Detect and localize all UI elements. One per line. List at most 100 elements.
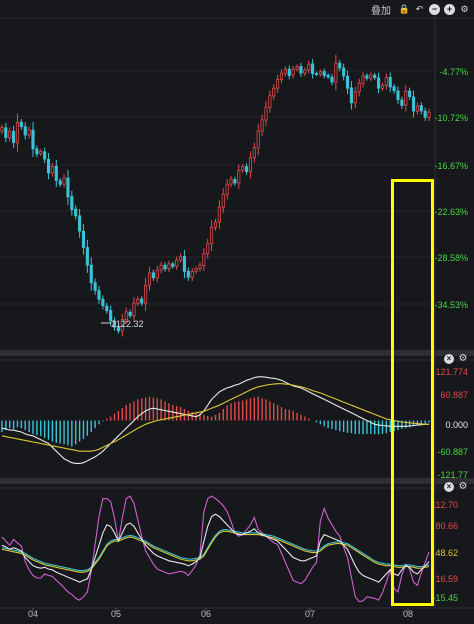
candle-body [35, 148, 39, 155]
candle-body [85, 247, 89, 266]
undo-icon[interactable]: ↶ [415, 3, 424, 14]
chart-toolbar: 叠加 🔒 ↶ − + ⚙ [371, 0, 474, 18]
lock-icon[interactable]: 🔒 [398, 3, 411, 14]
percent-tick-label: -10.72% [434, 113, 468, 123]
candle-body [423, 110, 427, 118]
kdj-close-icon[interactable]: × [444, 482, 454, 492]
candle-body [279, 72, 284, 80]
candle-body [144, 284, 148, 304]
candle-body [217, 206, 221, 223]
candle-body [167, 263, 171, 270]
candle-body [132, 302, 136, 317]
candle-body [23, 126, 27, 136]
candle-body [12, 130, 16, 143]
candle-body [353, 91, 357, 104]
candle-body [307, 63, 311, 71]
candle-body [396, 90, 400, 101]
candle-body [15, 121, 20, 144]
candle-body [408, 90, 412, 97]
candle-body [101, 298, 105, 306]
candle-body [272, 87, 276, 97]
zoom-out-icon[interactable]: − [429, 3, 440, 15]
candle-body [140, 298, 144, 304]
macd-close-icon[interactable]: × [444, 354, 454, 364]
candle-body [357, 82, 361, 93]
candle-body [380, 84, 385, 89]
kdj-axis: 112.70 80.66 48.62 16.59 -15.45 [431, 500, 458, 603]
candle-body [50, 166, 54, 174]
overlay-button[interactable]: 叠加 [371, 5, 391, 17]
candle-body [155, 269, 159, 279]
candle-body [392, 86, 396, 92]
candle-body [244, 166, 249, 173]
candle-body [116, 326, 120, 332]
candle-body [43, 151, 47, 160]
kdj-tick-label: 48.62 [435, 548, 458, 558]
candle-body [318, 71, 322, 75]
candle-body [186, 270, 190, 278]
candle-body [411, 96, 416, 112]
candle-body [8, 130, 12, 139]
percent-tick-label: -22.63% [434, 207, 468, 217]
candle-body [151, 272, 155, 279]
candle-body [0, 127, 4, 132]
percent-tick-label: -16.67% [434, 161, 468, 171]
macd-axis: 121.774 60.887 0.000 -60.887 -121.77 [435, 367, 468, 480]
candle-body [178, 255, 183, 261]
macd-tick-label: -121.77 [437, 470, 468, 480]
highlight-box [391, 179, 434, 606]
candle-body [70, 196, 74, 210]
kdj-tick-label: -15.45 [432, 593, 458, 603]
candle-body [295, 66, 299, 70]
candle-body [27, 129, 31, 136]
candle-body [365, 75, 369, 79]
kdj-panel-controls: × ⚙ [444, 482, 468, 492]
candle-body [62, 177, 66, 185]
candle-body [369, 74, 373, 79]
settings-icon[interactable]: ⚙ [460, 3, 469, 14]
candle-body [175, 259, 179, 267]
candle-body [206, 243, 210, 255]
candle-body [334, 62, 338, 83]
kdj-settings-icon[interactable]: ⚙ [458, 481, 468, 492]
candle-body [276, 78, 280, 89]
candle-body [299, 66, 303, 74]
candle-body [326, 74, 330, 78]
candle-body [283, 68, 287, 74]
percent-tick-label: -34.53% [434, 300, 468, 310]
kdj-tick-label: 16.59 [435, 574, 458, 584]
candle-body [291, 68, 295, 76]
candle-body [237, 169, 241, 184]
candle-body [112, 320, 117, 328]
candle-body [400, 99, 404, 106]
candle-body [225, 183, 229, 195]
kdj-lines [1, 495, 430, 603]
candle-body [427, 111, 431, 118]
macd-tick-label: 60.887 [440, 390, 468, 400]
candle-body [74, 208, 78, 217]
candle-body [182, 256, 187, 272]
kdj-tick-label: 112.70 [431, 500, 458, 510]
kdj-signal-line [1, 529, 430, 572]
month-label: 07 [305, 609, 315, 619]
candle-body [287, 68, 291, 76]
candle-body [210, 226, 214, 245]
candle-body [58, 180, 62, 185]
month-label: 05 [111, 609, 121, 619]
candle-body [109, 310, 113, 322]
candle-body [361, 75, 365, 84]
macd-tick-label: 121.774 [435, 367, 468, 377]
candle-body [46, 158, 51, 174]
zoom-in-icon[interactable]: + [444, 3, 455, 15]
main-price-axis: -4.77% -10.72% -16.67% -22.63% -28.58% -34.53… [434, 67, 468, 310]
candle-body [248, 157, 253, 173]
macd-dea-line [1, 383, 430, 452]
candle-body [194, 268, 198, 272]
date-axis: 04 05 06 07 08 [28, 608, 413, 619]
macd-settings-icon[interactable]: ⚙ [458, 353, 468, 364]
candle-body [345, 75, 350, 89]
candle-body [97, 290, 101, 300]
percent-tick-label: -4.77% [439, 67, 468, 77]
